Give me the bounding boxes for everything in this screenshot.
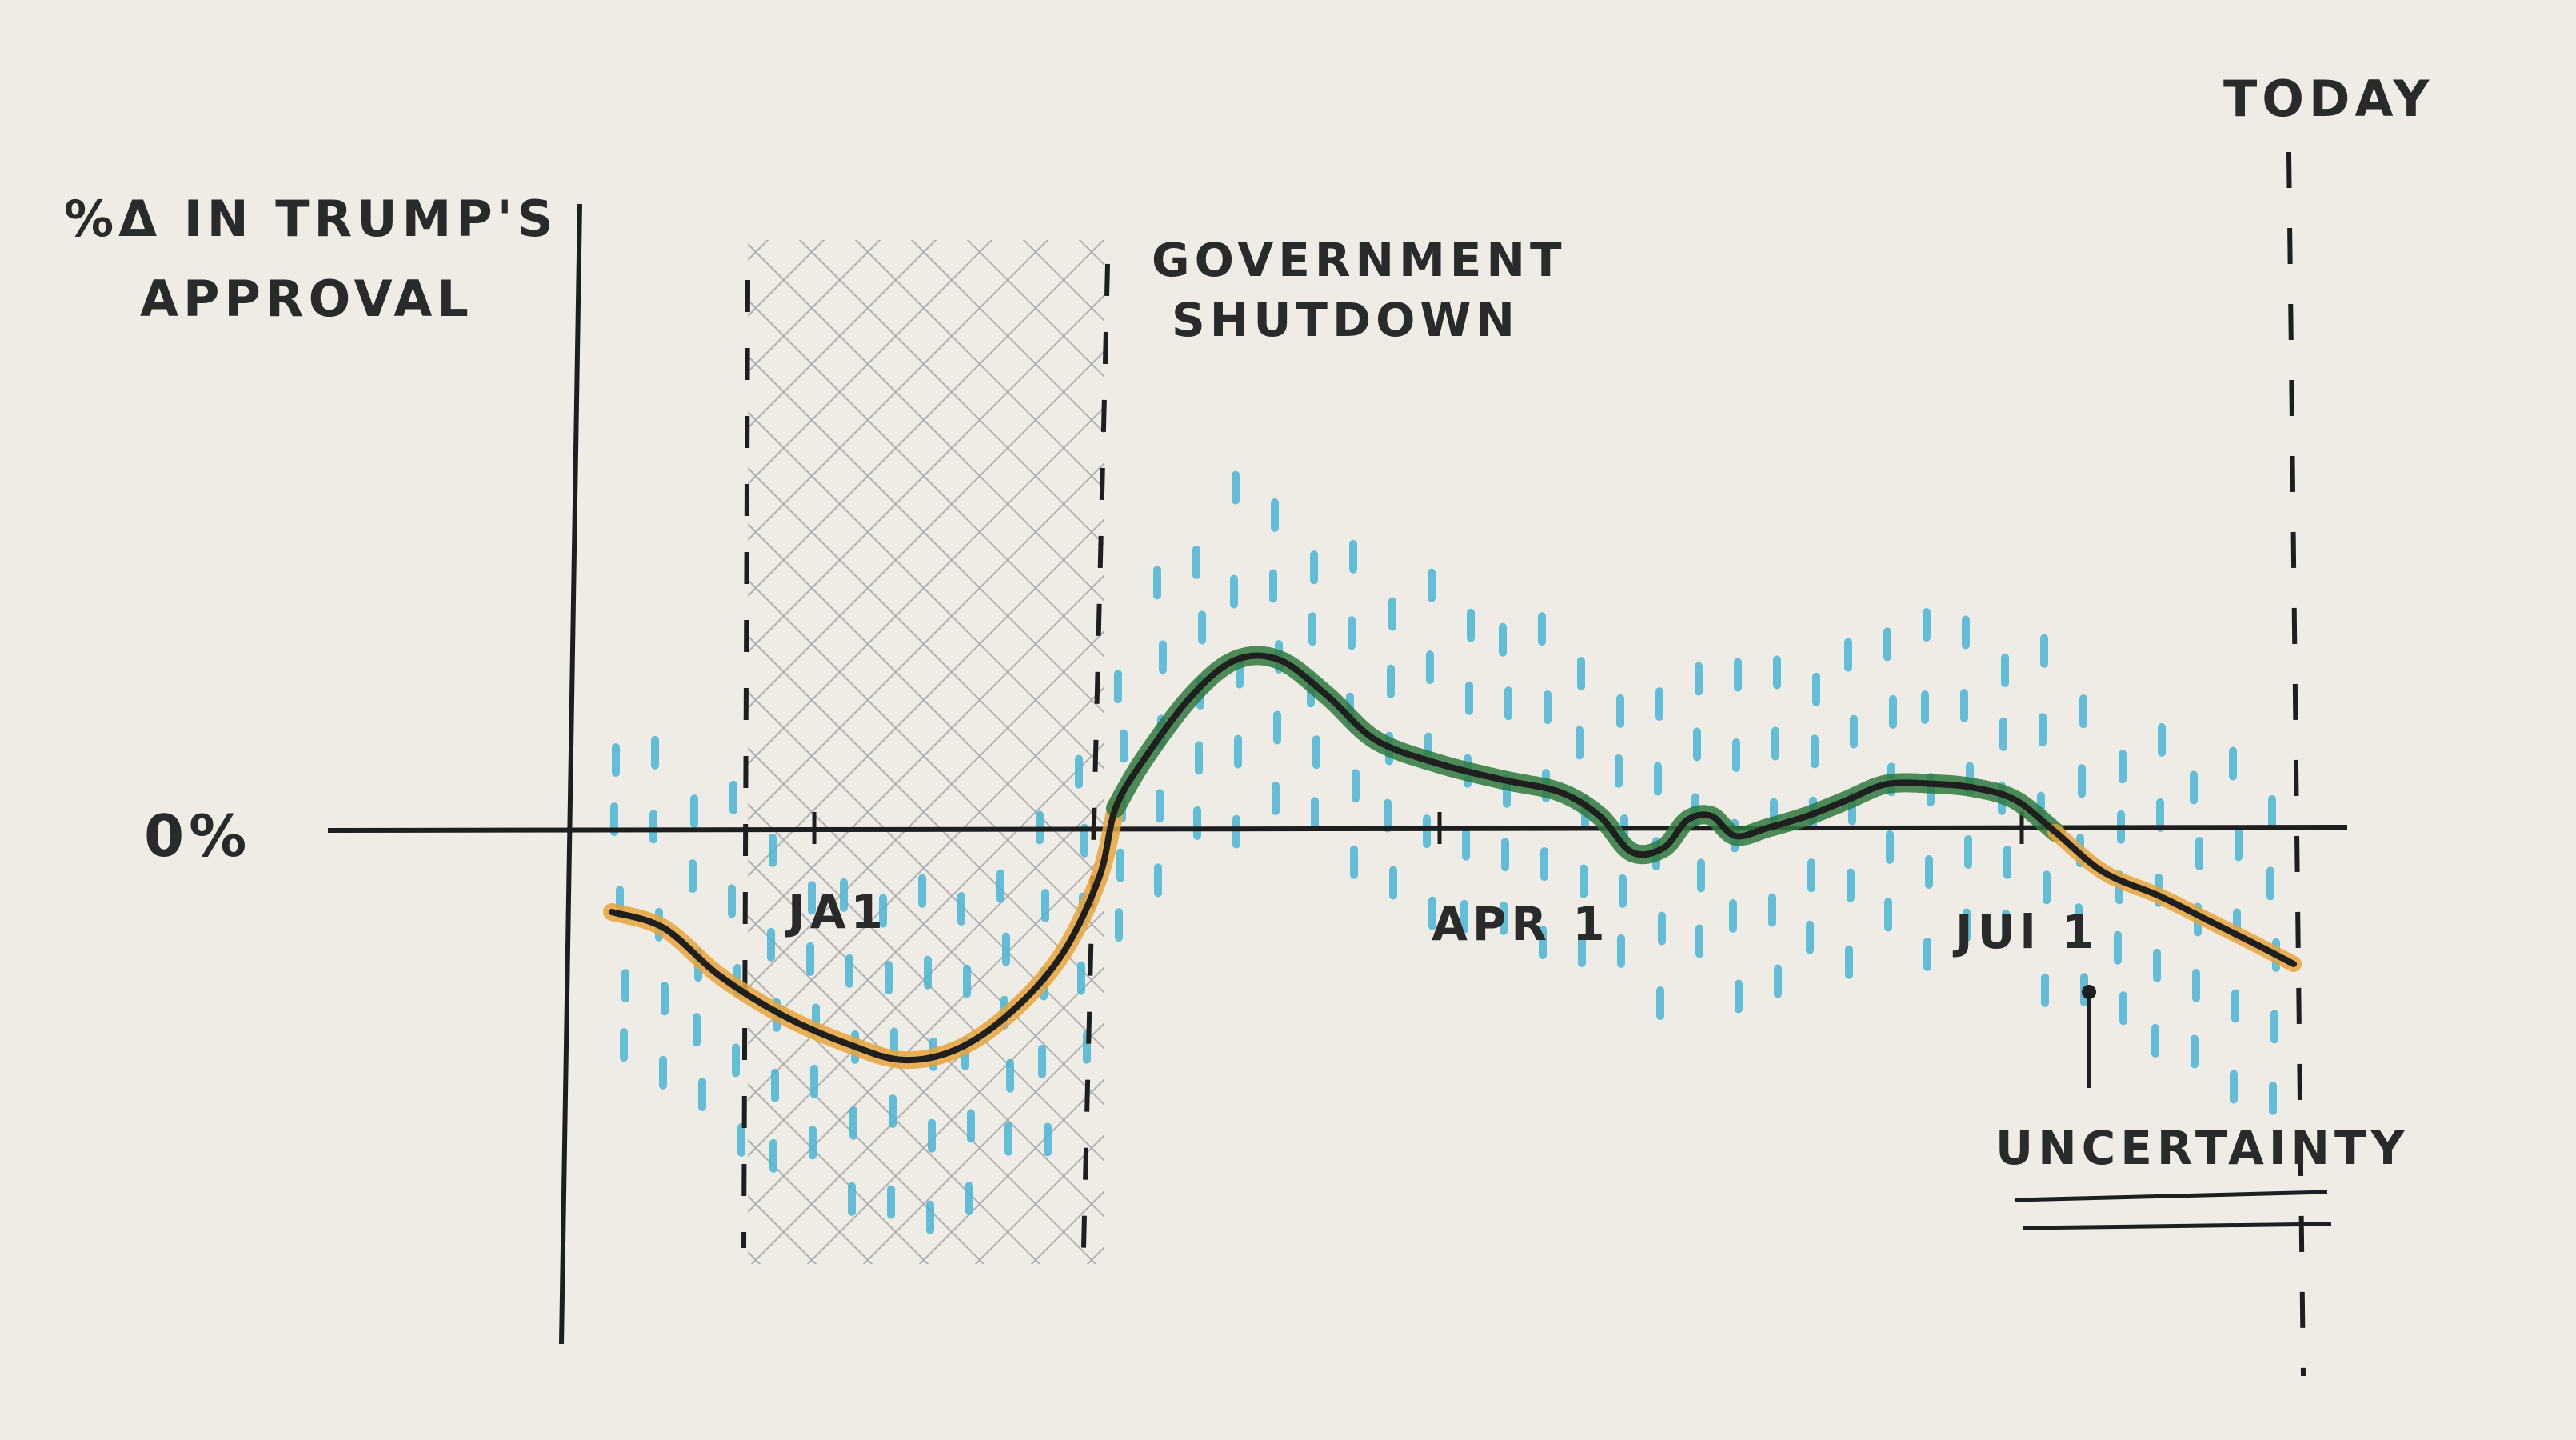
uncertainty-label: UNCERTAINTY [1995,1121,2410,1175]
shutdown-start-line [741,279,750,1249]
x-axis-zero-line [327,825,2348,833]
uncertainty-underline-2 [2023,1222,2332,1230]
zero-percent-label: 0% [144,802,251,870]
uncertainty-underline-1 [2015,1190,2328,1202]
today-label: TODAY [2223,70,2434,128]
y-axis-label-line1: %Δ IN TRUMP'S [64,190,557,248]
shutdown-hatch-region [748,240,1104,1264]
x-tick-label-apr1: APR 1 [1432,897,1610,951]
y-axis [559,203,582,1345]
today-line [2286,151,2306,1377]
x-tick-label-jul1: JUl 1 [1952,905,2099,959]
x-tick-label-ja1: JA1 [785,885,888,939]
approval-trend-line [609,652,2297,1064]
shutdown-label-line1: GOVERNMENT [1152,233,1567,287]
y-axis-label-line2: APPROVAL [140,270,473,328]
shutdown-label-line2: SHUTDOWN [1172,293,1520,347]
shutdown-end-line [1081,263,1110,1249]
